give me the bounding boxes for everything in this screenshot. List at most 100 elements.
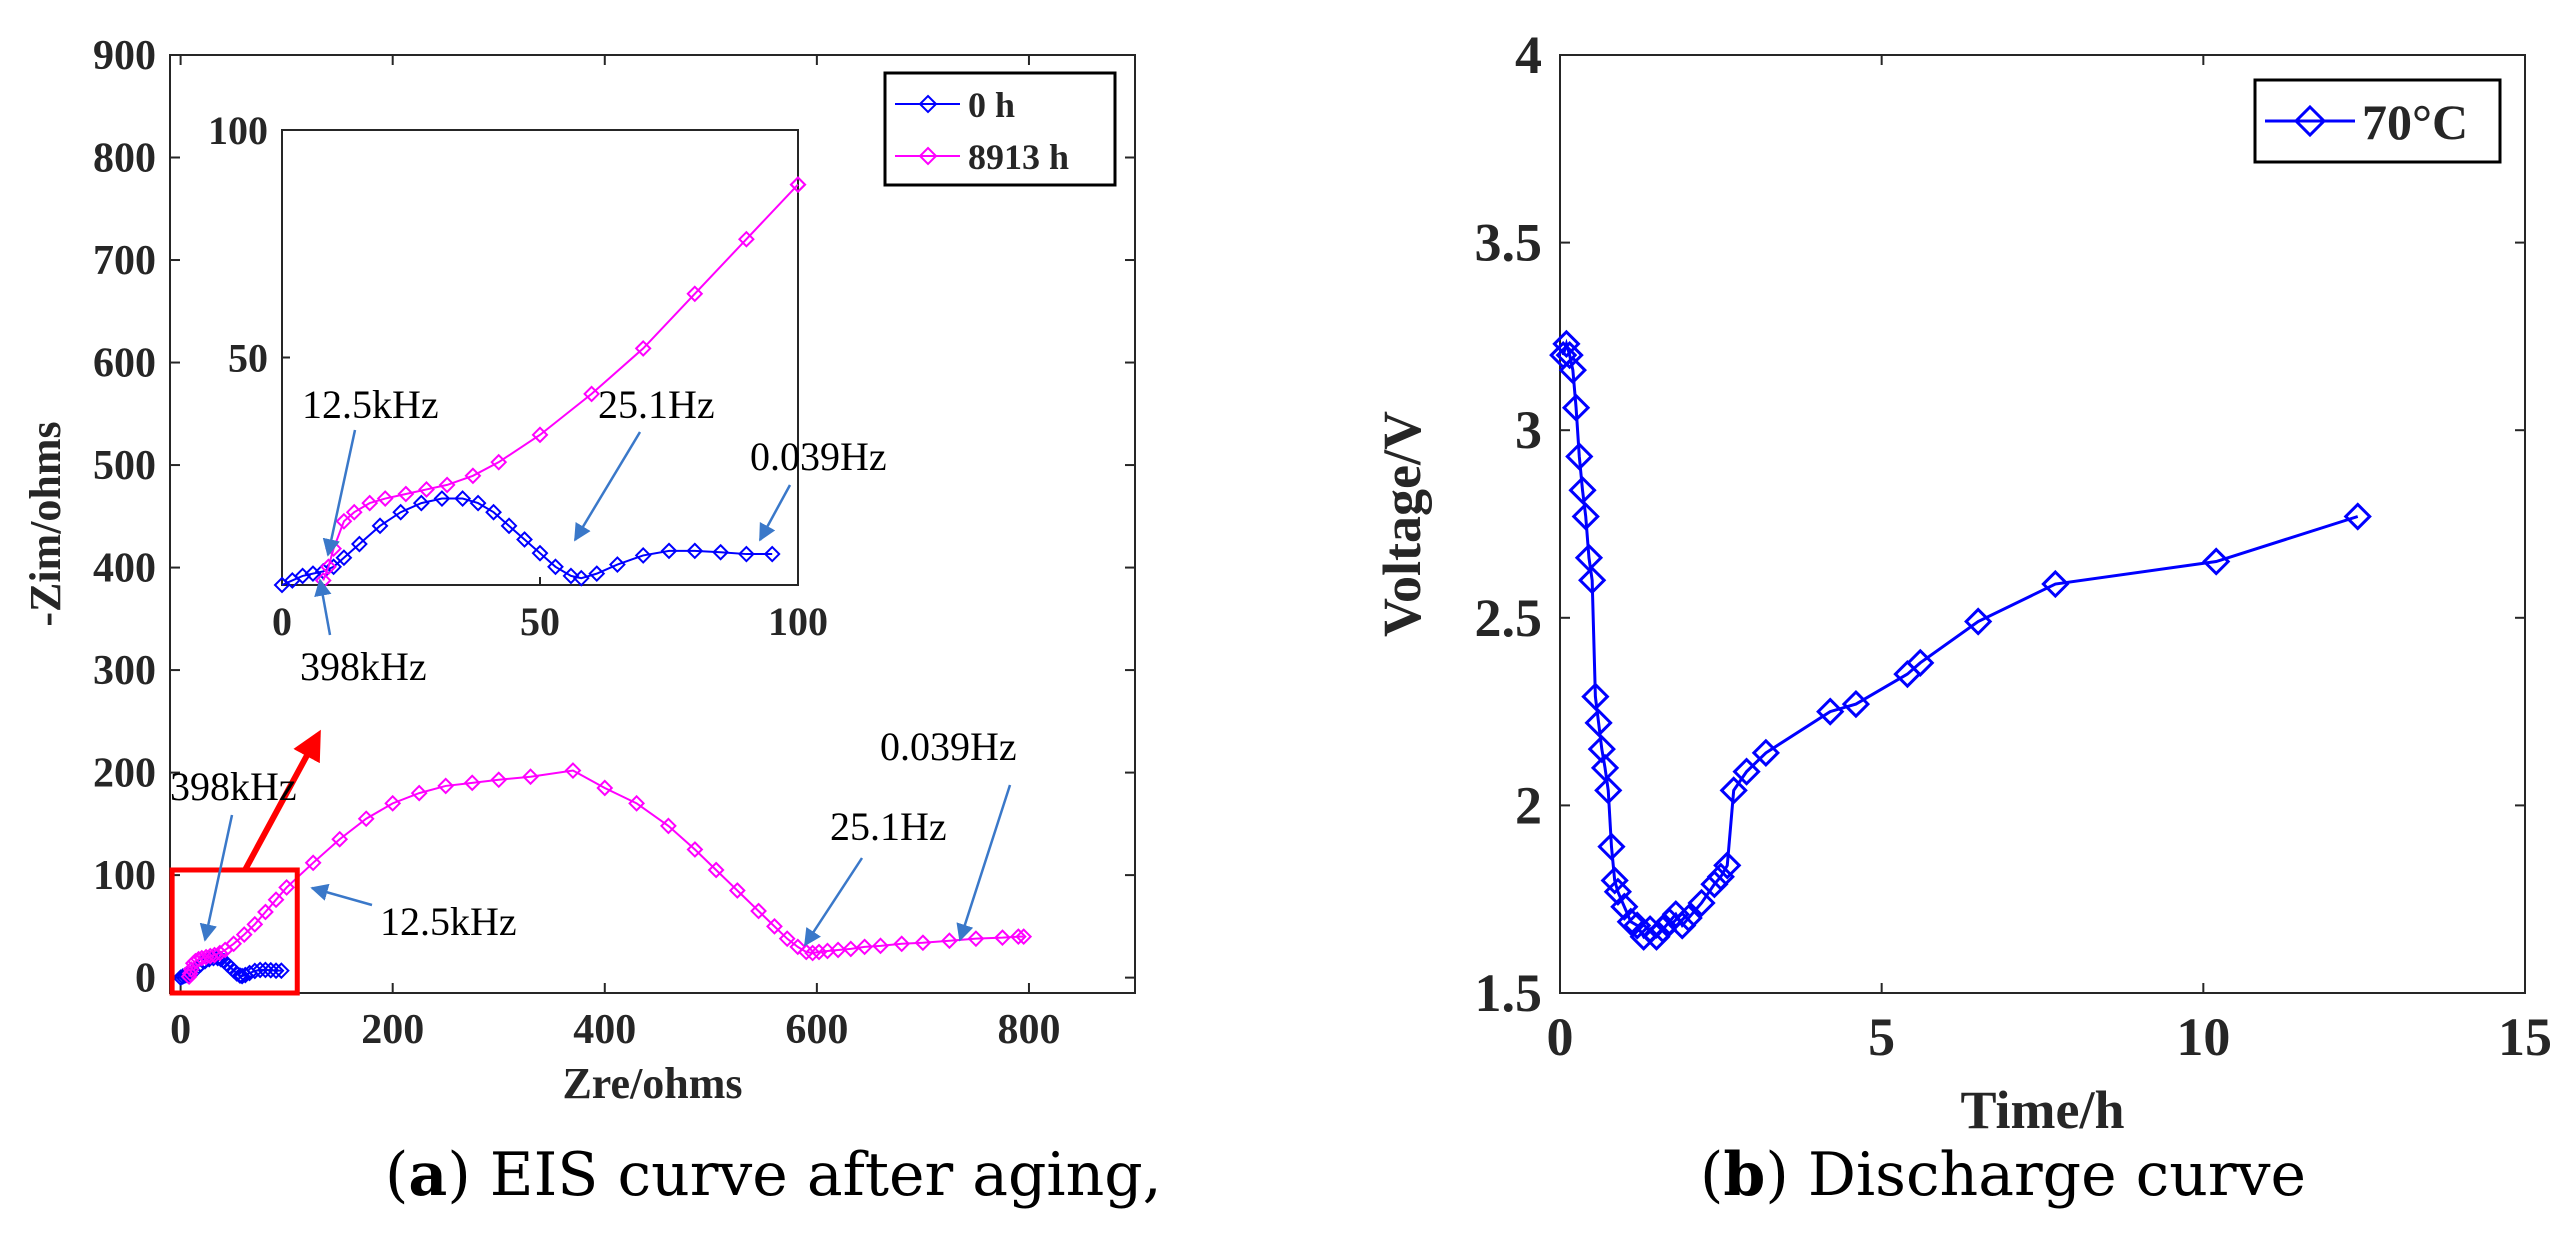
y-axis-label: -Zim/ohms <box>21 421 70 626</box>
inset-data-point <box>572 569 590 587</box>
data-point <box>1584 708 1613 737</box>
inset-y-tick-label: 50 <box>228 336 268 381</box>
data-point <box>842 940 860 958</box>
data-point <box>856 938 874 956</box>
y-tick-label: 2 <box>1515 775 1542 835</box>
data-point <box>994 929 1011 947</box>
x-tick-label: 0 <box>1547 1007 1574 1067</box>
inset-data-point <box>438 476 456 494</box>
annotation-label: 12.5kHz <box>380 899 517 944</box>
inset-data-point <box>737 545 755 563</box>
data-point <box>1706 862 1735 891</box>
annotation-label: 25.1Hz <box>830 804 947 849</box>
inset-data-point <box>464 467 482 485</box>
inset-data-point <box>412 494 430 512</box>
inset-data-point <box>686 542 704 560</box>
inset-data-point <box>361 494 379 512</box>
data-point <box>766 917 783 935</box>
series-line <box>188 769 1024 977</box>
data-point <box>1009 928 1027 946</box>
data-point <box>251 961 269 979</box>
data-point <box>206 946 223 964</box>
x-tick-label: 600 <box>785 1007 848 1053</box>
legend-marker <box>918 146 938 166</box>
data-point <box>810 943 828 961</box>
data-point <box>941 932 958 950</box>
data-point <box>1571 502 1600 531</box>
plot-area-b <box>1559 54 2526 994</box>
x-axis-label: Time/h <box>1960 1080 2124 1140</box>
zoom-box <box>169 867 300 996</box>
data-point <box>1568 476 1597 505</box>
data-point <box>272 962 290 980</box>
inset-annotation-arrow <box>322 429 357 557</box>
zoom-arrow <box>242 729 321 872</box>
y-tick-label: 900 <box>93 33 156 79</box>
data-point <box>2202 547 2231 576</box>
inset-annotation-arrow <box>314 578 332 636</box>
data-point <box>789 938 807 956</box>
data-point <box>1015 928 1033 946</box>
inset-data-point <box>397 485 415 503</box>
data-point <box>193 949 211 967</box>
data-point <box>197 948 215 966</box>
inset-data-point <box>547 558 564 576</box>
inset-data-point <box>490 453 508 471</box>
y-tick-label: 200 <box>93 751 156 797</box>
data-point <box>686 841 704 858</box>
caption-a: (a) EIS curve after aging, <box>385 1140 1162 1210</box>
legend-label: 0 h <box>968 85 1015 125</box>
x-tick-label: 15 <box>2498 1007 2552 1067</box>
discharge-chart: 0 5 10 15 1.5 2 2.5 3 3.5 4 Time/h Voltage/V 70°C <box>1372 25 2552 1140</box>
inset-x-tick-label: 0 <box>272 599 292 644</box>
data-point <box>2343 502 2372 531</box>
inset-data-point <box>712 543 730 561</box>
data-point <box>278 878 296 896</box>
data-point <box>1610 892 1639 921</box>
x-axis-label: Zre/ohms <box>562 1059 742 1108</box>
y-tick-label: 2.5 <box>1475 588 1543 648</box>
data-point <box>463 774 481 792</box>
data-point <box>1642 922 1671 951</box>
legend-b: 70°C <box>2253 78 2502 164</box>
y-tick-label: 800 <box>93 136 156 182</box>
inset-data-point <box>660 542 678 560</box>
eis-chart: 0 200 400 600 800010020030040050060070080090… <box>21 33 1136 1108</box>
data-point <box>246 915 264 933</box>
caption-a-text: EIS curve after aging, <box>470 1140 1162 1210</box>
data-point <box>872 937 889 955</box>
inset-data-point <box>531 426 549 444</box>
inset-data-point <box>320 558 337 576</box>
data-point <box>231 967 249 984</box>
y-tick-label: 0 <box>135 956 156 1002</box>
data-point <box>1700 870 1729 899</box>
data-point <box>1561 393 1591 422</box>
inset-x-tick-label: 100 <box>768 599 828 644</box>
data-point <box>797 943 815 961</box>
inset-data-point <box>485 503 502 521</box>
data-point <box>1581 682 1610 711</box>
data-point <box>1555 341 1584 370</box>
inset-series-line <box>281 497 773 586</box>
x-tick-label: 800 <box>997 1007 1060 1053</box>
inset-annotation-label: 398kHz <box>300 644 427 689</box>
inset-annotation-arrow <box>758 484 792 542</box>
y-tick-label: 600 <box>93 341 156 387</box>
inset-annotation-arrow <box>573 431 642 542</box>
inset-x-tick-label: 50 <box>520 599 560 644</box>
data-point <box>267 962 285 980</box>
inset-data-point <box>454 490 472 507</box>
y-tick-label: 100 <box>93 853 156 899</box>
data-point <box>778 930 796 948</box>
legend-label: 8913 h <box>968 137 1069 177</box>
data-point <box>564 762 582 779</box>
annotation-arrow <box>199 814 234 942</box>
inset-y-tick-label: 100 <box>208 108 268 153</box>
x-tick-label: 10 <box>2176 1007 2230 1067</box>
inset-data-point <box>376 490 394 507</box>
data-point <box>1603 877 1633 906</box>
inset-data-point <box>392 503 410 521</box>
inset-data-point <box>335 512 353 530</box>
caption-b: (b) Discharge curve <box>1700 1140 2306 1210</box>
